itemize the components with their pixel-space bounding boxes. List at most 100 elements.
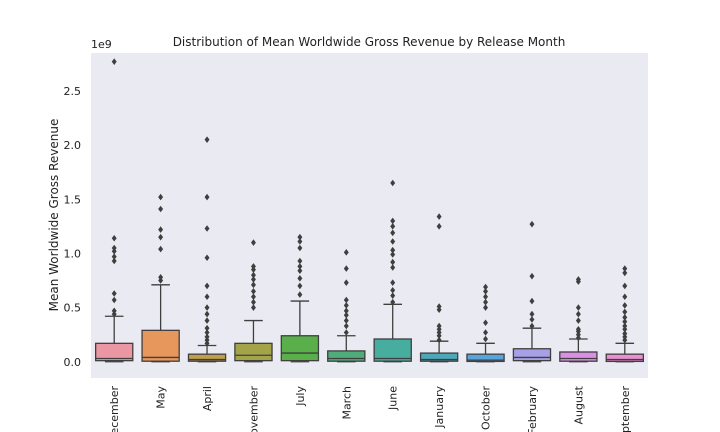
box-iqr bbox=[327, 350, 366, 362]
box-iqr bbox=[234, 342, 273, 362]
box-iqr bbox=[419, 352, 459, 362]
outlier-point bbox=[483, 293, 489, 301]
outlier-point bbox=[622, 282, 628, 290]
outlier-point bbox=[250, 263, 256, 270]
x-tick-label: June bbox=[387, 386, 400, 411]
x-tick-label: February bbox=[526, 386, 539, 432]
outlier-point bbox=[250, 276, 256, 283]
box-series bbox=[94, 58, 645, 363]
box-iqr bbox=[466, 353, 505, 363]
outlier-point bbox=[111, 244, 117, 252]
outlier-point bbox=[343, 317, 349, 324]
outlier-point bbox=[343, 302, 349, 309]
outlier-point bbox=[390, 229, 396, 237]
box-iqr bbox=[605, 353, 645, 363]
outlier-point bbox=[622, 314, 628, 321]
x-tick-label: ovember bbox=[247, 386, 260, 432]
outlier-point bbox=[343, 296, 349, 304]
box-december bbox=[94, 58, 134, 363]
box-september bbox=[605, 265, 645, 363]
outlier-point bbox=[111, 296, 117, 304]
outlier-point bbox=[575, 276, 581, 283]
outlier-point bbox=[390, 246, 396, 254]
outlier-point bbox=[529, 316, 535, 323]
outlier-point bbox=[111, 234, 117, 242]
outlier-point bbox=[250, 304, 256, 311]
outlier-point bbox=[622, 269, 628, 277]
outlier-point bbox=[622, 318, 628, 325]
x-tick-label: October bbox=[480, 386, 493, 430]
x-tick-label: March bbox=[340, 386, 353, 420]
box-iqr bbox=[94, 342, 134, 362]
outlier-point bbox=[204, 136, 210, 143]
outlier-point bbox=[297, 291, 303, 298]
box-march bbox=[327, 249, 366, 363]
outlier-point bbox=[204, 324, 210, 332]
x-tick-label: eptember bbox=[619, 386, 632, 432]
outlier-point bbox=[575, 304, 581, 311]
outlier-point bbox=[483, 283, 489, 291]
outlier-point bbox=[343, 329, 349, 336]
outlier-point bbox=[297, 238, 303, 245]
outlier-point bbox=[297, 263, 303, 270]
outlier-point bbox=[343, 322, 349, 330]
outlier-point bbox=[390, 279, 396, 286]
box-may bbox=[141, 193, 180, 363]
outlier-point bbox=[529, 220, 535, 228]
box-iqr bbox=[373, 338, 412, 362]
box-february bbox=[512, 220, 552, 363]
outlier-point bbox=[111, 290, 117, 297]
outlier-point bbox=[436, 223, 442, 230]
outlier-point bbox=[529, 272, 535, 280]
y-offset-label: 1e9 bbox=[91, 38, 112, 51]
box-october bbox=[466, 283, 505, 363]
outlier-point bbox=[390, 251, 396, 258]
outlier-point bbox=[204, 329, 210, 336]
outlier-point bbox=[111, 58, 117, 65]
outlier-point bbox=[204, 304, 210, 311]
x-tick-label: ecember bbox=[108, 386, 121, 432]
y-tick-label: 0.5 bbox=[64, 302, 82, 315]
box-july bbox=[280, 233, 320, 363]
outlier-point bbox=[436, 322, 442, 330]
y-tick-label: 0.0 bbox=[64, 356, 82, 369]
outlier-point bbox=[204, 282, 210, 290]
outlier-point bbox=[390, 179, 396, 187]
box-iqr bbox=[187, 353, 227, 362]
outlier-point bbox=[343, 311, 349, 319]
box-iqr bbox=[512, 348, 552, 362]
outlier-point bbox=[483, 329, 489, 336]
outlier-point bbox=[158, 205, 164, 213]
outlier-point bbox=[158, 233, 164, 241]
outlier-point bbox=[111, 253, 117, 260]
outlier-point bbox=[204, 333, 210, 341]
outlier-point bbox=[250, 288, 256, 295]
y-axis-label: Mean Worldwide Gross Revenue bbox=[47, 119, 61, 312]
outlier-point bbox=[622, 302, 628, 309]
outlier-point bbox=[158, 193, 164, 201]
y-tick-label: 1.0 bbox=[64, 247, 82, 260]
outlier-point bbox=[204, 225, 210, 232]
outlier-point bbox=[250, 239, 256, 246]
y-tick-label: 1.5 bbox=[64, 193, 82, 206]
box-january bbox=[419, 213, 459, 363]
outlier-point bbox=[622, 308, 628, 316]
outlier-point bbox=[111, 257, 117, 265]
box-iqr bbox=[141, 329, 180, 362]
outlier-point bbox=[483, 304, 489, 311]
outlier-point bbox=[343, 265, 349, 272]
outlier-point bbox=[297, 267, 303, 275]
outlier-point bbox=[204, 310, 210, 318]
outlier-point bbox=[158, 245, 164, 253]
outlier-point bbox=[297, 244, 303, 252]
outlier-point bbox=[622, 293, 628, 301]
outlier-point bbox=[483, 335, 489, 343]
outlier-point bbox=[622, 265, 628, 272]
x-tick-label: January bbox=[433, 386, 446, 429]
outlier-point bbox=[297, 282, 303, 290]
outlier-point bbox=[297, 257, 303, 265]
outlier-point bbox=[204, 317, 210, 324]
box-november bbox=[234, 239, 273, 363]
box-april bbox=[187, 136, 227, 363]
